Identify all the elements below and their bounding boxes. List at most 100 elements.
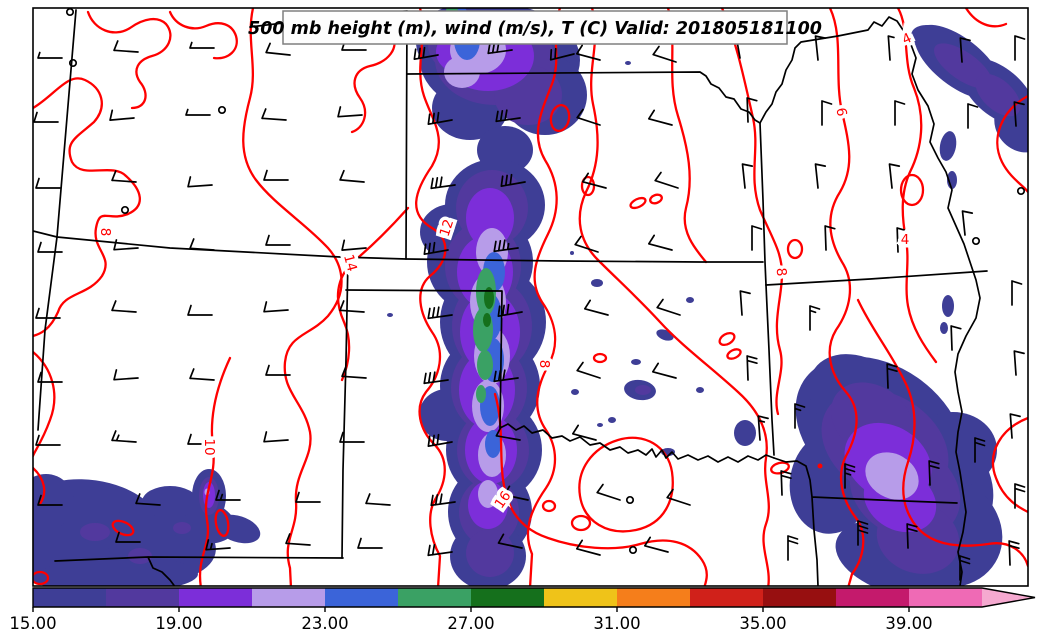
wind-barb	[427, 433, 453, 448]
wind-barb	[493, 369, 519, 383]
wind-barb	[959, 37, 971, 63]
border-oklahoma-panhandle	[345, 289, 775, 463]
wind-barb	[974, 437, 986, 463]
wind-barb	[285, 533, 311, 546]
colorbar-segment-27	[471, 588, 545, 607]
wind-barb	[576, 361, 601, 379]
wind-barb	[430, 493, 456, 507]
wind-barb	[35, 307, 61, 319]
wind-barb	[497, 303, 523, 318]
wind-barb	[185, 108, 211, 116]
wind-barb	[495, 109, 521, 123]
wind-barb	[643, 536, 669, 553]
wind-barb	[794, 403, 806, 429]
wind-barb	[113, 369, 139, 381]
wind-barb	[844, 463, 856, 489]
wind-barb	[493, 239, 519, 253]
colorbar-tick-label: 23.00	[301, 614, 348, 633]
wind-barb	[1009, 413, 1021, 439]
title-box: 500 mb height (m), wind (m/s), T (C) Val…	[248, 10, 822, 45]
wind-barb	[809, 305, 821, 331]
border-arkansas-texas-louisiana	[773, 457, 958, 586]
calm-wind-circle	[1016, 186, 1026, 196]
colorbar-extend-arrow	[982, 588, 1035, 607]
wind-barb	[961, 210, 974, 236]
contour-label: 8	[773, 267, 790, 277]
wind-barb	[265, 42, 291, 56]
wind-barb	[576, 108, 601, 126]
wind-barb	[430, 176, 456, 190]
colorbar-tick-label: 35.00	[739, 614, 786, 633]
colorbar: 15.00 19.00 23.00 27.00 31.00 35.00 39.00	[9, 587, 1036, 633]
wind-barb	[339, 431, 365, 443]
border-missouri-arkansas	[765, 270, 988, 286]
wind-barb	[263, 431, 289, 443]
wind-barb	[339, 300, 365, 313]
colorbar-outline	[32, 587, 1036, 608]
wind-barb	[365, 493, 391, 506]
colorbar-segment-15	[33, 588, 107, 607]
wind-barb	[109, 109, 135, 121]
wind-barb	[187, 176, 213, 188]
wind-barb	[413, 46, 439, 61]
border-oklahoma-arkansas	[765, 284, 775, 456]
contour-label: 10	[201, 438, 217, 455]
temperature-contour-lines	[33, 8, 1028, 586]
wind-barb	[651, 362, 677, 379]
wind-barb	[746, 97, 758, 123]
wind-barb	[113, 239, 139, 251]
colorbar-segment-33	[690, 588, 764, 607]
colorbar-tick-label: 31.00	[593, 614, 640, 633]
wind-barb	[571, 424, 597, 441]
colorbar-segment-29	[544, 588, 618, 607]
colorbar-tick-label: 19.00	[155, 614, 202, 633]
wind-barb	[497, 533, 523, 549]
wind-barb	[652, 45, 677, 63]
wind-barb	[574, 235, 599, 253]
title-box-background	[282, 10, 788, 45]
border-109w	[37, 9, 77, 431]
wind-barb	[35, 177, 61, 189]
wind-barb	[337, 106, 363, 118]
wind-barb	[37, 241, 63, 253]
wind-barb	[35, 434, 61, 446]
calm-wind-circle	[217, 105, 227, 115]
colorbar-segment-37	[836, 588, 910, 607]
wind-barb	[751, 225, 763, 251]
wind-barb	[1014, 483, 1026, 509]
colorbar-segment-17	[106, 588, 180, 607]
wind-barb	[261, 108, 287, 121]
wind-barb	[583, 299, 609, 316]
wind-barb	[189, 368, 215, 381]
wind-barb	[503, 485, 529, 501]
colorbar-segment-19	[179, 588, 253, 607]
wind-barb	[295, 491, 321, 503]
border-103w	[341, 257, 349, 559]
state-borders	[33, 9, 988, 586]
wind-barb	[894, 100, 906, 126]
wind-barb	[950, 325, 962, 351]
wind-barb	[656, 298, 681, 316]
wind-barb	[959, 555, 971, 581]
border-new-mexico-south	[54, 556, 344, 586]
wind-barb	[780, 470, 792, 496]
wind-barb	[549, 47, 575, 61]
border-missouri-west	[759, 122, 767, 286]
wind-barb	[423, 371, 449, 385]
wind-barb	[341, 366, 367, 379]
wind-barb	[427, 111, 453, 126]
wind-barb	[739, 290, 751, 316]
wind-barb	[654, 171, 679, 189]
wind-barb	[906, 523, 918, 549]
calm-wind-circle	[628, 545, 638, 555]
wind-barb	[187, 433, 213, 445]
wind-barb	[575, 44, 601, 61]
wind-barb	[1013, 101, 1025, 127]
colorbar-tick-label: 39.00	[885, 614, 932, 633]
calm-wind-circle	[120, 205, 130, 215]
wind-barb	[487, 41, 513, 55]
wind-barb	[928, 460, 940, 486]
wind-barb	[741, 163, 754, 189]
wind-barb	[814, 163, 827, 189]
